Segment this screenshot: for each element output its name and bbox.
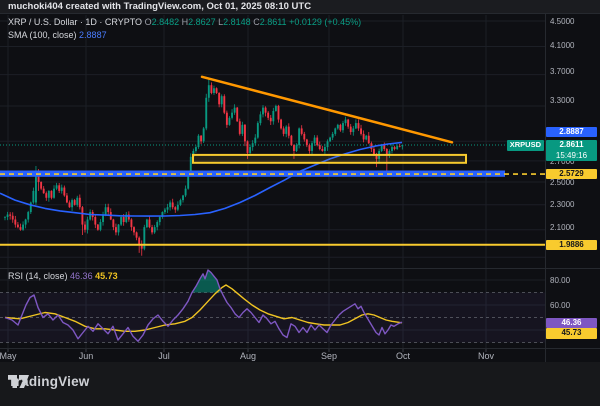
- ohlc-key: C: [250, 17, 260, 27]
- change-value: +0.0129 (+0.45%): [289, 17, 362, 27]
- last-price-badge: 2.8611 15:49:16: [546, 140, 597, 161]
- sma-label: SMA (100, close): [8, 30, 77, 40]
- bottom-strip: [0, 362, 600, 406]
- price-level-badge: 45.73: [546, 328, 597, 339]
- time-axis-label: May: [0, 351, 17, 361]
- ohlc-value: 2.8148: [223, 17, 251, 27]
- axis-tick-label: 2.7000: [550, 156, 575, 166]
- support-box: [192, 153, 467, 164]
- ohlc-key: O: [144, 17, 152, 27]
- price-level-badge: 46.36: [546, 317, 597, 329]
- time-axis-label: Jun: [78, 351, 94, 361]
- rsi-ma-line: [4, 284, 403, 332]
- axis-tick-label: 4.1000: [550, 40, 575, 50]
- candlestick-series: [4, 77, 404, 256]
- chart-area[interactable]: [0, 14, 600, 362]
- sma-legend: SMA (100, close) 2.8887: [8, 30, 107, 40]
- pane-separator[interactable]: [0, 268, 600, 269]
- time-axis-label: Jul: [158, 351, 170, 361]
- ohlc-value: 2.8611: [259, 17, 287, 27]
- watermark-text: TradingView: [8, 374, 90, 389]
- axis-tick-label: 2.5000: [550, 177, 575, 187]
- timeaxis-separator: [0, 348, 600, 349]
- axis-tick-label: 80.00: [550, 275, 571, 285]
- axis-tick-label: 2.1000: [550, 222, 575, 232]
- symbol-legend: XRP / U.S. Dollar · 1D · CRYPTO O2.8482 …: [8, 17, 361, 27]
- time-axis-label: Aug: [239, 351, 257, 361]
- time-axis-label: Sep: [320, 351, 338, 361]
- tradingview-watermark[interactable]: TradingView: [8, 374, 89, 389]
- price-level-badge: 2.8887: [546, 126, 597, 138]
- symbol-title: XRP / U.S. Dollar · 1D · CRYPTO: [8, 17, 143, 27]
- time-axis-label: Nov: [477, 351, 495, 361]
- rsi-overbought-fill: [192, 270, 222, 293]
- ohlc-value: 2.8482: [151, 17, 180, 27]
- ohlc-values: O2.8482 H2.8627 L2.8148 C2.8611: [145, 17, 287, 27]
- axis-tick-label: 4.5000: [550, 16, 575, 26]
- axis-tick-label: 2.3000: [550, 199, 575, 209]
- rsi-value: 46.36: [70, 271, 93, 281]
- time-axis-label: Oct: [395, 351, 411, 361]
- symbol-tag-badge: XRPUSD: [506, 140, 544, 151]
- rsi-label: RSI (14, close): [8, 271, 68, 281]
- price-level-badge: 1.9886: [546, 239, 597, 251]
- rsi-line: [4, 269, 403, 342]
- rsi-legend: RSI (14, close) 46.36 45.73: [8, 271, 118, 281]
- rsi-band-fill: [0, 292, 545, 343]
- sma-line: [0, 141, 403, 217]
- ohlc-key: L: [215, 17, 224, 27]
- descending-trendline: [200, 75, 454, 144]
- attribution-text: muchoki404 created with TradingView.com,…: [8, 1, 312, 12]
- axis-tick-label: 3.3000: [550, 95, 575, 105]
- sma-value: 2.8887: [79, 30, 107, 40]
- rsi-ma-value: 45.73: [95, 271, 118, 281]
- ohlc-value: 2.8627: [188, 17, 216, 27]
- axis-tick-label: 60.00: [550, 300, 571, 310]
- ohlc-key: H: [179, 17, 189, 27]
- priceaxis-separator: [545, 14, 546, 362]
- tradingview-logo-icon: [8, 375, 29, 388]
- axis-tick-label: 3.7000: [550, 66, 575, 76]
- attribution-bar: muchoki404 created with TradingView.com,…: [0, 0, 600, 14]
- price-level-badge: 2.5729: [546, 168, 597, 180]
